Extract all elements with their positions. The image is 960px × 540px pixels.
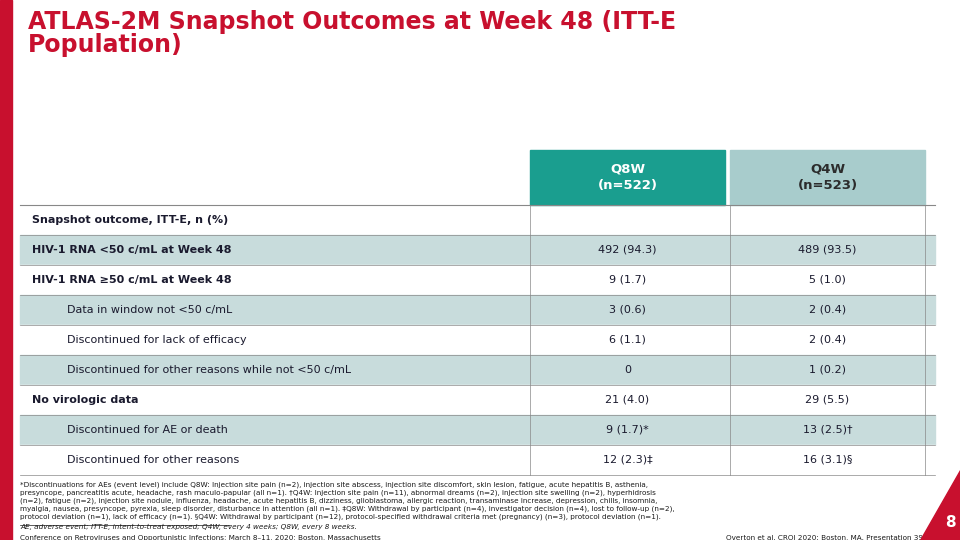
Text: 0: 0 [624, 365, 631, 375]
Text: Discontinued for lack of efficacy: Discontinued for lack of efficacy [67, 335, 247, 345]
Text: 492 (94.3): 492 (94.3) [598, 245, 657, 255]
Polygon shape [920, 470, 960, 540]
Bar [20, 445, 935, 475]
Text: 489 (93.5): 489 (93.5) [799, 245, 856, 255]
Text: 3 (0.6): 3 (0.6) [609, 305, 646, 315]
Text: 8: 8 [945, 515, 955, 530]
Text: 12 (2.3)‡: 12 (2.3)‡ [603, 455, 652, 465]
Text: HIV-1 RNA <50 c/mL at Week 48: HIV-1 RNA <50 c/mL at Week 48 [32, 245, 231, 255]
Text: Discontinued for other reasons while not <50 c/mL: Discontinued for other reasons while not… [67, 365, 351, 375]
Text: *Discontinuations for AEs (event level) include Q8W: Injection site pain (n=2), : *Discontinuations for AEs (event level) … [20, 481, 648, 488]
Text: myalgia, nausea, presyncope, pyrexia, sleep disorder, disturbance in attention (: myalgia, nausea, presyncope, pyrexia, sl… [20, 505, 675, 512]
Text: Population): Population) [28, 33, 182, 57]
Text: Data in window not <50 c/mL: Data in window not <50 c/mL [67, 305, 232, 315]
Text: 16 (3.1)§: 16 (3.1)§ [803, 455, 852, 465]
Text: 2 (0.4): 2 (0.4) [809, 305, 846, 315]
Text: Overton et al. CROI 2020: Boston, MA. Presentation 3934.: Overton et al. CROI 2020: Boston, MA. Pr… [727, 535, 935, 540]
Text: 1 (0.2): 1 (0.2) [809, 365, 846, 375]
Text: 9 (1.7): 9 (1.7) [609, 275, 646, 285]
Text: 21 (4.0): 21 (4.0) [606, 395, 650, 405]
Text: 9 (1.7)*: 9 (1.7)* [606, 425, 649, 435]
Bar [20, 265, 935, 295]
Text: Conference on Retroviruses and Opportunistic Infections; March 8–11, 2020; Bosto: Conference on Retroviruses and Opportuni… [20, 535, 381, 540]
Text: 6 (1.1): 6 (1.1) [609, 335, 646, 345]
Text: 29 (5.5): 29 (5.5) [805, 395, 850, 405]
Text: 5 (1.0): 5 (1.0) [809, 275, 846, 285]
Text: Discontinued for AE or death: Discontinued for AE or death [67, 425, 228, 435]
Bar [20, 205, 935, 235]
Bar [730, 150, 925, 205]
Text: 2 (0.4): 2 (0.4) [809, 335, 846, 345]
Text: presyncope, pancreatitis acute, headache, rash maculo-papular (all n=1). †Q4W: I: presyncope, pancreatitis acute, headache… [20, 489, 656, 496]
Text: Q4W
(n=523): Q4W (n=523) [798, 163, 857, 192]
Text: Discontinued for other reasons: Discontinued for other reasons [67, 455, 239, 465]
Bar [20, 235, 935, 265]
Text: No virologic data: No virologic data [32, 395, 138, 405]
Text: Snapshot outcome, ITT-E, n (%): Snapshot outcome, ITT-E, n (%) [32, 215, 228, 225]
Bar [20, 385, 935, 415]
Bar [0, 0, 12, 540]
Text: 13 (2.5)†: 13 (2.5)† [803, 425, 852, 435]
Bar [20, 325, 935, 355]
Text: HIV-1 RNA ≥50 c/mL at Week 48: HIV-1 RNA ≥50 c/mL at Week 48 [32, 275, 231, 285]
Text: Q8W
(n=522): Q8W (n=522) [597, 163, 658, 192]
Bar [20, 355, 935, 385]
Bar [530, 150, 725, 205]
Bar [20, 295, 935, 325]
Bar [20, 415, 935, 445]
Text: protocol deviation (n=1), lack of efficacy (n=1). §Q4W: Withdrawal by participan: protocol deviation (n=1), lack of effica… [20, 514, 660, 521]
Text: AE, adverse event; ITT-E, intent-to-treat exposed; Q4W, every 4 weeks; Q8W, ever: AE, adverse event; ITT-E, intent-to-trea… [20, 524, 357, 530]
Text: ATLAS-2M Snapshot Outcomes at Week 48 (ITT-E: ATLAS-2M Snapshot Outcomes at Week 48 (I… [28, 10, 676, 34]
Text: (n=2), fatigue (n=2), injection site nodule, influenza, headache, acute hepatiti: (n=2), fatigue (n=2), injection site nod… [20, 497, 658, 504]
